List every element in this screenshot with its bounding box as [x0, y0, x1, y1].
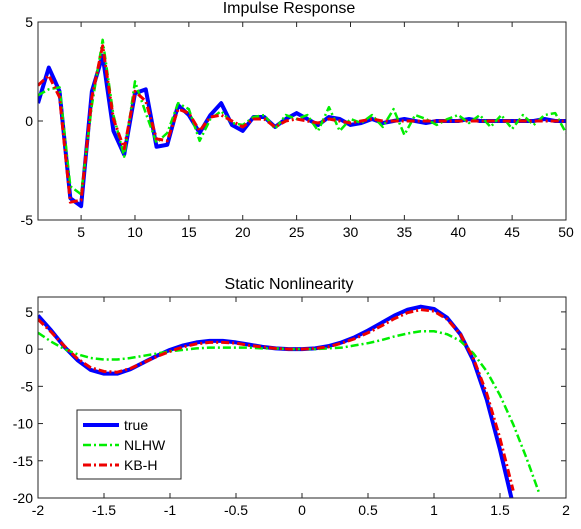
- x-tick-label: 0: [298, 502, 306, 518]
- x-tick-label: 1.5: [490, 502, 510, 518]
- x-tick-label: 2: [562, 502, 570, 518]
- axes-frame: [37, 296, 567, 499]
- legend: true NLHW KB-H: [76, 409, 182, 480]
- chart-title: Impulse Response: [223, 0, 356, 17]
- legend-label: KB-H: [124, 457, 157, 473]
- series-line-kb-h: [38, 44, 566, 204]
- x-tick-label: 10: [127, 224, 143, 240]
- x-tick-label: 20: [235, 224, 251, 240]
- x-tick-label: 30: [343, 224, 359, 240]
- series-line-nlhw: [38, 38, 566, 196]
- x-tick-label: -2: [32, 502, 45, 518]
- impulse-response-panel: Impulse Response 5 10 15 20 25 30 35 40 45 50 -5 0 5: [21, 0, 574, 240]
- x-tick-label: 35: [397, 224, 413, 240]
- y-tick-label: -5: [21, 378, 34, 394]
- y-tick-label: 5: [25, 14, 33, 30]
- static-nonlinearity-panel: Static Nonlinearity -2 -1.5 -1 -0.5 0 0.5 1 1.5…: [13, 276, 570, 518]
- series-line-kb-h: [38, 308, 515, 491]
- x-tick-label: 15: [181, 224, 197, 240]
- chart-title: Static Nonlinearity: [225, 276, 354, 293]
- series-group: [38, 304, 541, 498]
- x-tick-label: 0.5: [358, 502, 378, 518]
- x-tick-label: 40: [450, 224, 466, 240]
- x-tick-label: -1: [164, 502, 177, 518]
- x-tick-label: -0.5: [224, 502, 248, 518]
- y-tick-label: -20: [13, 490, 33, 506]
- x-tick-label: 1: [430, 502, 438, 518]
- y-tick-label: -5: [21, 212, 34, 228]
- x-tick-label: 50: [558, 224, 574, 240]
- x-tick-label: -1.5: [92, 502, 116, 518]
- y-tick-label: 5: [25, 304, 33, 320]
- series-group: [38, 38, 566, 209]
- y-tick-label: -15: [13, 453, 33, 469]
- legend-label: true: [124, 417, 148, 433]
- legend-label: NLHW: [124, 437, 166, 453]
- axes-frame: [37, 21, 567, 221]
- x-tick-label: 45: [504, 224, 520, 240]
- tick-group: -2 -1.5 -1 -0.5 0 0.5 1 1.5 2 -20 -15 -10 -5 0 5: [13, 297, 570, 518]
- y-tick-label: 0: [25, 341, 33, 357]
- y-tick-label: 0: [25, 113, 33, 129]
- x-tick-label: 5: [77, 224, 85, 240]
- x-tick-label: 25: [289, 224, 305, 240]
- y-tick-label: -10: [13, 416, 33, 432]
- tick-group: 5 10 15 20 25 30 35 40 45 50 -5 0 5: [21, 14, 574, 240]
